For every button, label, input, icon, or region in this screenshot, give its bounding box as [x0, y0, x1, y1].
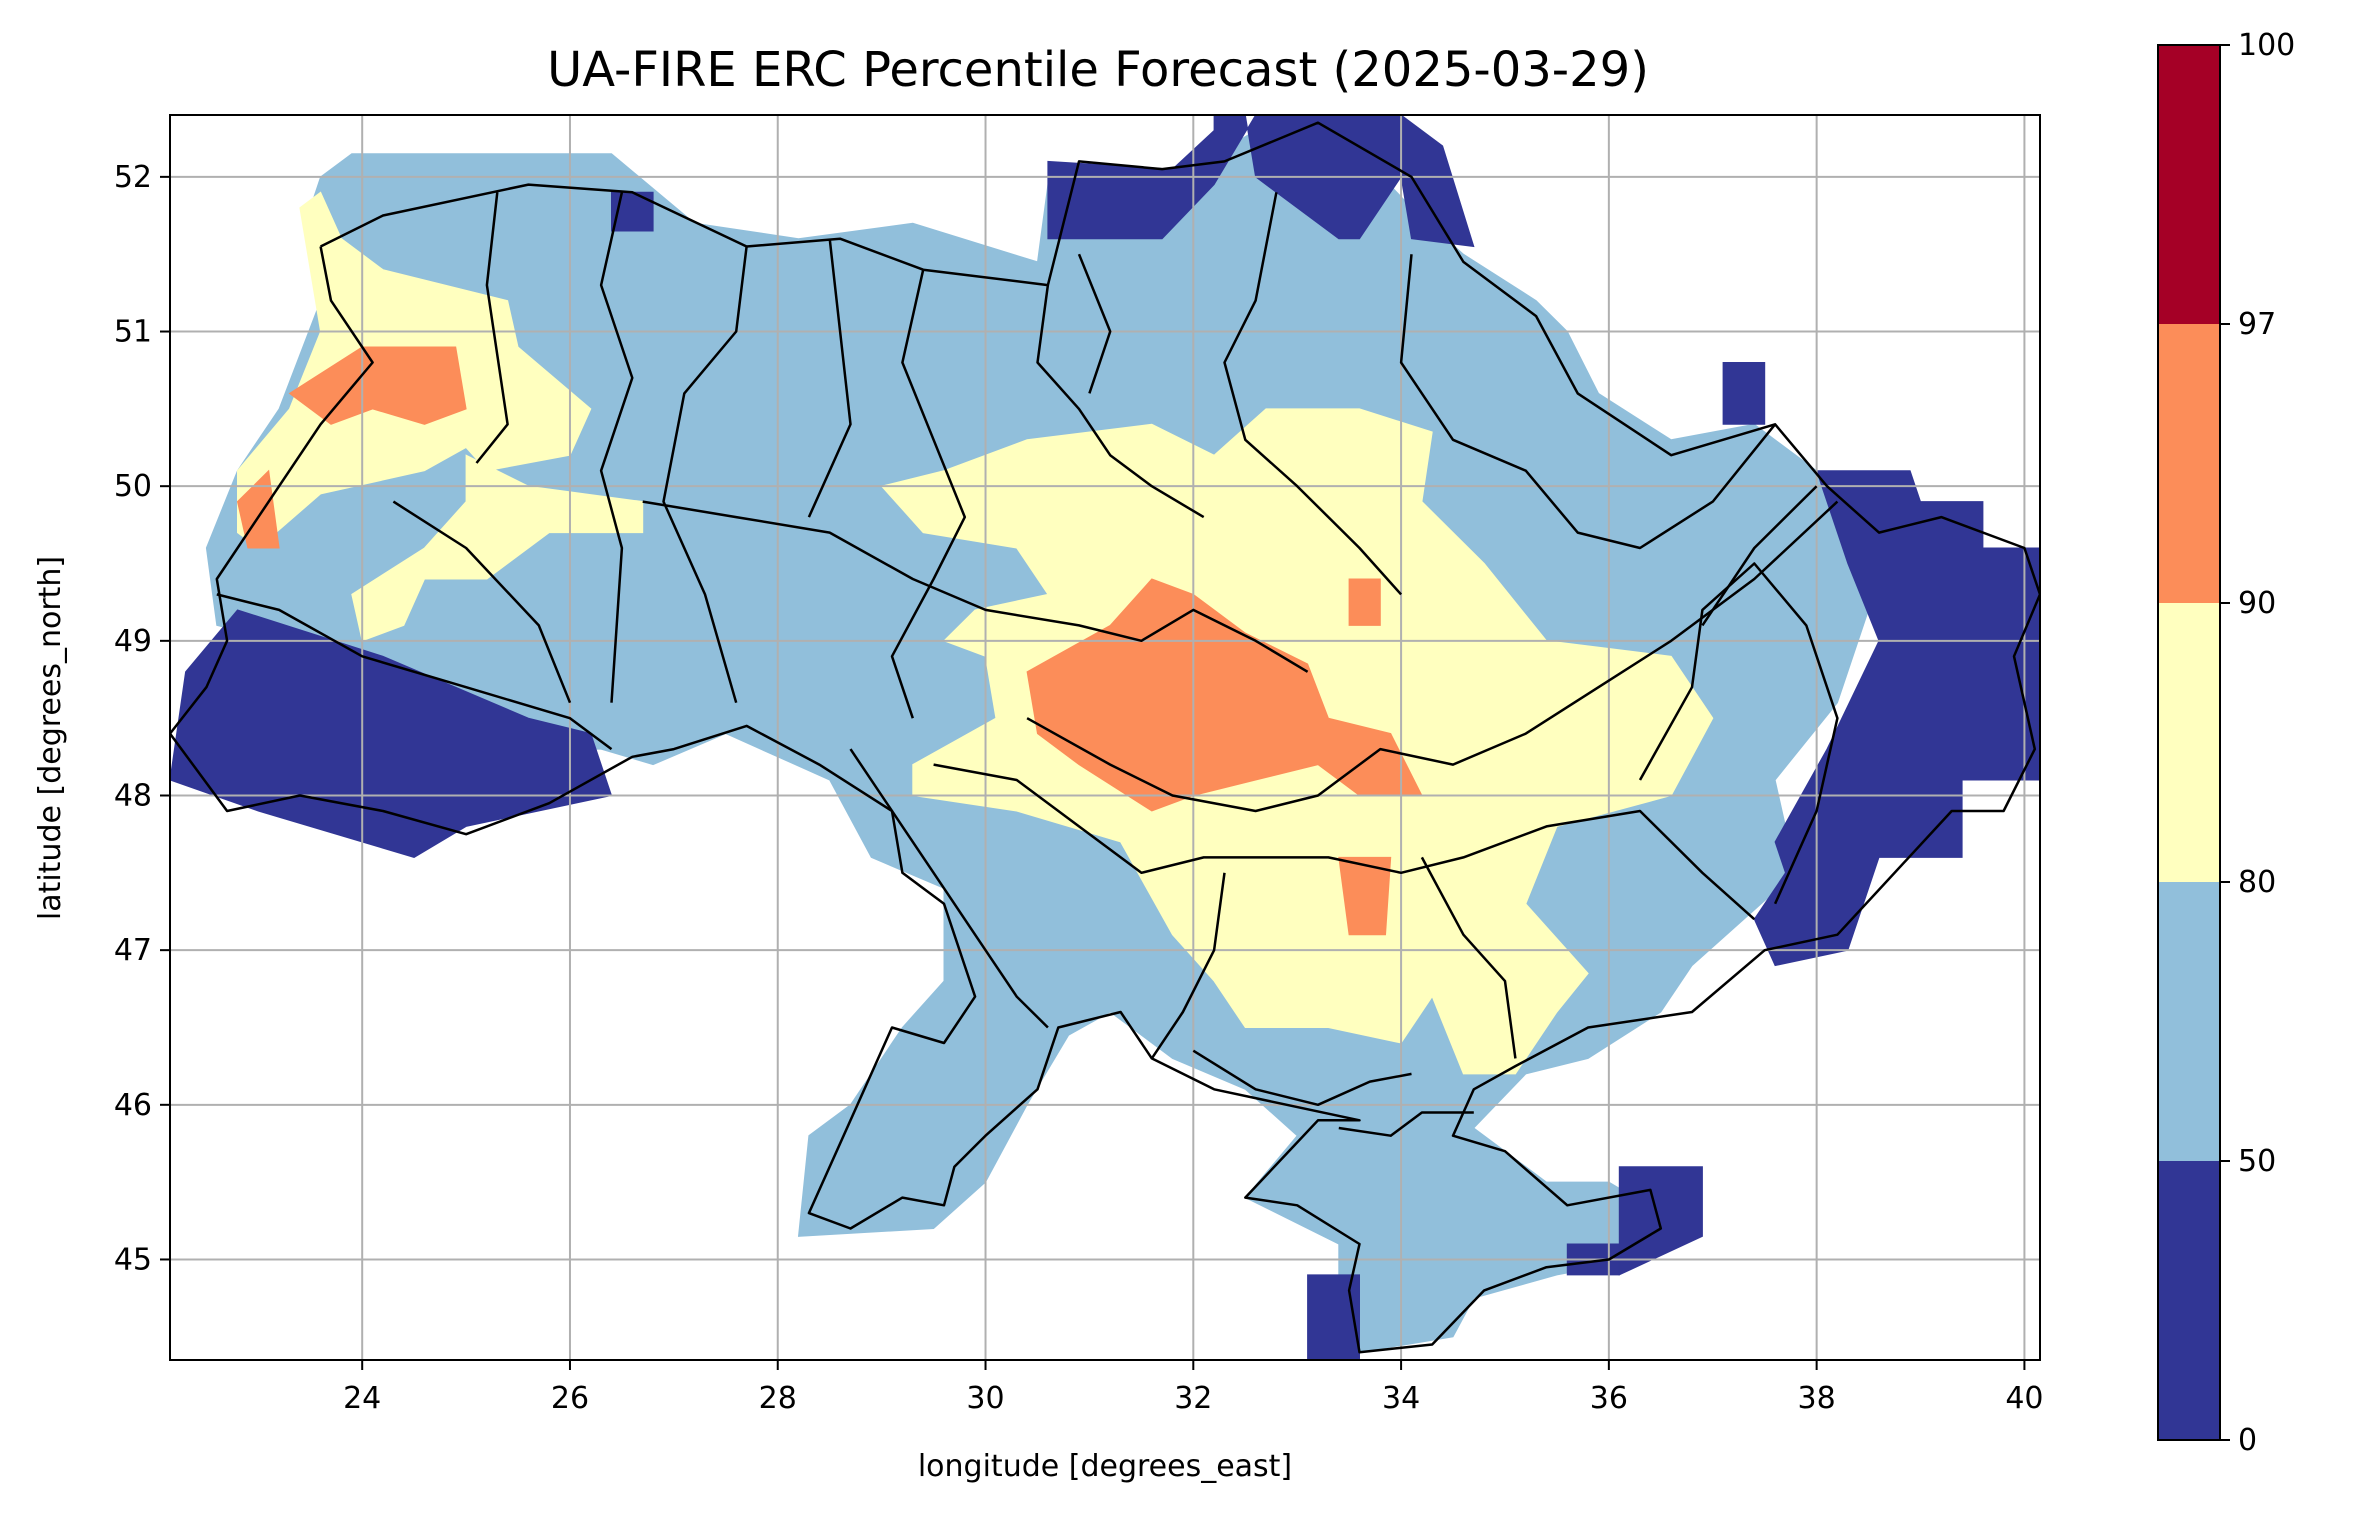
map-plot-area: 24 26 28 30 32 34 36 38 40 45 46 47 48 49 50 51 52 — [114, 114, 2044, 1416]
x-tick-label-38: 38 — [1798, 1381, 1836, 1416]
y-tick-label-45: 45 — [114, 1242, 152, 1277]
y-tick-label-47: 47 — [114, 933, 152, 968]
x-tick-label-36: 36 — [1590, 1381, 1628, 1416]
border-crimea-south-shore — [1338, 1111, 1474, 1137]
border-oblast-2 — [599, 192, 634, 703]
colorbar-frame — [2157, 44, 2221, 1441]
colorbar-tick-label-90: 90 — [2238, 586, 2276, 621]
border-oblast-18 — [807, 238, 852, 518]
x-tick-label-28: 28 — [759, 1381, 797, 1416]
border-crimea-north-shore — [1192, 1049, 1412, 1107]
region-bin-0-50-14 — [1618, 1166, 1703, 1276]
region-bin-90-97-4 — [288, 346, 467, 425]
y-tick-label-46: 46 — [114, 1088, 152, 1123]
colorbar-bin-80-90 — [2158, 603, 2220, 882]
region-bin-0-50-11 — [611, 191, 654, 232]
border-oblast-17 — [849, 748, 1049, 1029]
colorbar: 0 50 80 90 97 100 — [2157, 28, 2295, 1458]
border-oblast-19 — [1077, 253, 1112, 394]
colorbar-bin-90-97 — [2158, 324, 2220, 603]
x-axis-label: longitude [degrees_east] — [918, 1449, 1292, 1484]
border-oblast-15 — [1638, 562, 1839, 905]
region-bin-0-50-13 — [1722, 362, 1766, 425]
admin-borders — [170, 121, 2040, 1354]
region-bin-90-97-7 — [1338, 856, 1392, 936]
border-oblast-4 — [890, 269, 967, 719]
border-oblast-13 — [1150, 872, 1226, 1060]
region-bin-90-97-8 — [1348, 578, 1381, 626]
colorbar-tick-label-100: 100 — [2238, 28, 2295, 63]
border-oblast-11 — [1026, 500, 1839, 813]
erc-percentile-grid — [170, 115, 2040, 1360]
y-tick-label-49: 49 — [114, 624, 152, 659]
region-bin-0-50-12 — [1753, 470, 2040, 967]
y-tick-label-50: 50 — [114, 469, 152, 504]
plot-frame — [169, 114, 2041, 1361]
y-axis-label: latitude [degrees_north] — [33, 556, 68, 920]
colorbar-tick-label-50: 50 — [2238, 1144, 2276, 1179]
y-tick-label-48: 48 — [114, 778, 152, 813]
x-tick-label-30: 30 — [966, 1381, 1004, 1416]
region-bin-0-50-15 — [1307, 1274, 1360, 1360]
border-country — [170, 121, 2040, 1354]
x-tick-label-24: 24 — [343, 1381, 381, 1416]
y-tick-label-51: 51 — [114, 315, 152, 350]
y-tick-label-52: 52 — [114, 160, 152, 195]
colorbar-tick-label-80: 80 — [2238, 865, 2276, 900]
x-tick-label-26: 26 — [551, 1381, 589, 1416]
border-oblast-9 — [392, 500, 572, 704]
border-oblast-8 — [216, 593, 613, 751]
border-oblast-12 — [933, 763, 1756, 921]
colorbar-tick-label-97: 97 — [2238, 307, 2276, 342]
border-oblast-10 — [642, 500, 1309, 673]
x-tick-label-34: 34 — [1382, 1381, 1420, 1416]
colorbar-ticks: 0 50 80 90 97 100 — [2220, 28, 2295, 1458]
border-oblast-7 — [1399, 254, 1777, 550]
border-oblast-5 — [1036, 284, 1205, 519]
border-oblast-16 — [1701, 485, 1818, 627]
border-oblast-1 — [475, 192, 509, 464]
colorbar-bin-50-80 — [2158, 882, 2220, 1161]
region-bin-0-50-10 — [1047, 115, 1475, 248]
colorbar-bins — [2158, 45, 2220, 1440]
colorbar-bin-0-50 — [2158, 1161, 2220, 1440]
border-oblast-14 — [1420, 856, 1517, 1059]
x-tick-label-40: 40 — [2005, 1381, 2043, 1416]
chart-title: UA-FIRE ERC Percentile Forecast (2025-03… — [547, 42, 1649, 98]
gridlines — [170, 115, 2040, 1360]
colorbar-tick-label-0: 0 — [2238, 1423, 2257, 1458]
y-axis-ticks: 45 46 47 48 49 50 51 52 — [114, 160, 170, 1277]
x-tick-label-32: 32 — [1174, 1381, 1212, 1416]
border-oblast-3 — [662, 246, 748, 704]
x-axis-ticks: 24 26 28 30 32 34 36 38 40 — [343, 1360, 2044, 1416]
colorbar-bin-97-100 — [2158, 45, 2220, 324]
region-bin-90-97-5 — [236, 469, 280, 549]
border-oblast-6 — [1223, 192, 1403, 596]
